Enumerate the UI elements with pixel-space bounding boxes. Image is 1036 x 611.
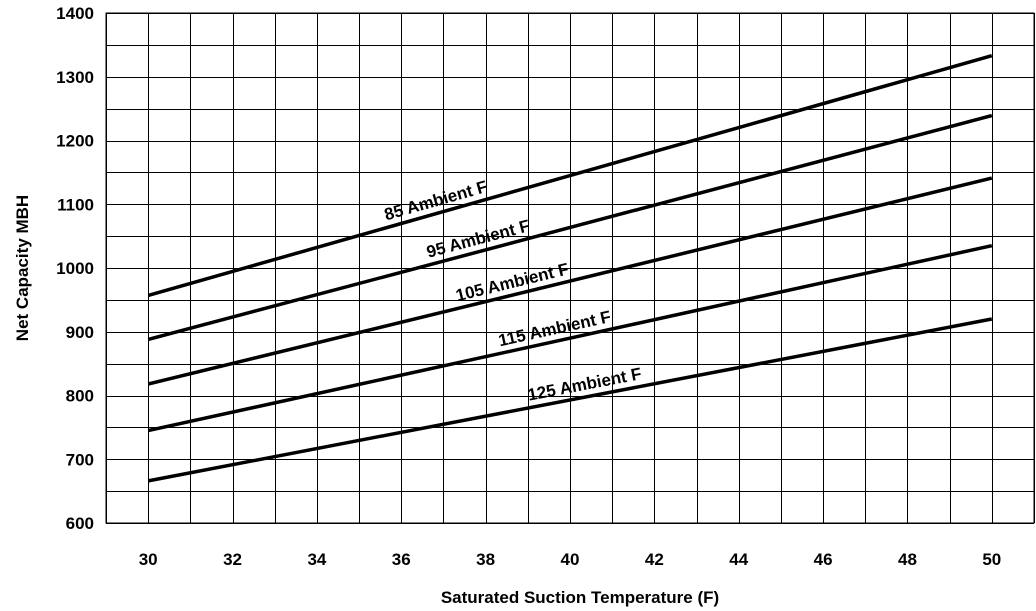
series-line xyxy=(147,113,993,342)
x-tick-label: 46 xyxy=(814,550,833,569)
y-tick-label: 800 xyxy=(66,387,94,406)
y-tick-label: 1300 xyxy=(56,68,94,87)
x-axis-tick-labels: 30 32 34 36 38 40 42 44 46 48 50 xyxy=(139,550,1002,569)
series-label: 95 Ambient F xyxy=(424,216,531,262)
series-line xyxy=(147,243,993,433)
x-tick-label: 32 xyxy=(223,550,242,569)
x-tick-label: 38 xyxy=(476,550,495,569)
y-tick-label: 1100 xyxy=(57,195,94,214)
y-tick-label: 1400 xyxy=(56,4,94,23)
y-axis-tick-labels: 600 700 800 900 1000 1100 1200 1300 1400 xyxy=(56,4,94,533)
series-label: 115 Ambient F xyxy=(497,307,613,350)
y-tick-label: 600 xyxy=(66,514,94,533)
x-tick-label: 48 xyxy=(898,550,917,569)
series-line xyxy=(147,317,993,483)
y-tick-label: 1000 xyxy=(56,259,94,278)
series-line xyxy=(147,176,993,386)
x-tick-label: 34 xyxy=(307,550,326,569)
series-group xyxy=(147,54,993,483)
y-tick-label: 1200 xyxy=(56,132,94,151)
x-tick-label: 40 xyxy=(561,550,580,569)
x-tick-label: 44 xyxy=(729,550,748,569)
y-tick-label: 700 xyxy=(66,450,94,469)
series-label: 85 Ambient F xyxy=(382,177,489,224)
x-tick-label: 50 xyxy=(982,550,1001,569)
plot-area-frame xyxy=(105,12,1035,524)
series-label: 105 Ambient F xyxy=(454,259,571,305)
y-tick-label: 900 xyxy=(66,323,94,342)
series-line xyxy=(147,54,993,298)
x-tick-label: 30 xyxy=(139,550,158,569)
x-tick-label: 42 xyxy=(645,550,664,569)
x-tick-label: 36 xyxy=(392,550,411,569)
x-axis-title: Saturated Suction Temperature (F) xyxy=(441,588,719,607)
y-axis-title: Net Capacity MBH xyxy=(13,195,32,341)
